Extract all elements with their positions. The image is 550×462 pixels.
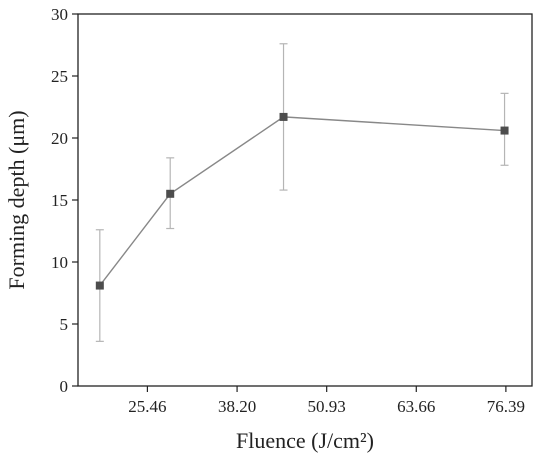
x-axis-title-text: Fluence (J/cm²)	[236, 428, 374, 453]
y-axis-title: Forming depth (μm)	[4, 110, 29, 289]
y-tick-label: 10	[51, 253, 68, 272]
data-point	[166, 189, 175, 198]
error-bars	[95, 43, 509, 342]
x-tick-label: 50.93	[308, 397, 346, 416]
x-tick-label: 76.39	[487, 397, 525, 416]
data-point	[279, 112, 288, 121]
x-tick-label: 38.20	[218, 397, 256, 416]
y-axis-ticks: 0 5 10 15 20 25 30	[51, 5, 78, 396]
x-axis-title: Fluence (J/cm²)	[236, 428, 374, 453]
data-point	[500, 126, 509, 135]
plot-frame	[77, 13, 533, 387]
data-markers	[95, 112, 509, 290]
y-tick-label: 0	[60, 377, 69, 396]
x-axis-ticks: 25.46 38.20 50.93 63.66 76.39	[128, 386, 525, 416]
x-tick-label: 25.46	[128, 397, 166, 416]
y-tick-label: 5	[60, 315, 69, 334]
series-line	[99, 116, 505, 287]
y-tick-label: 25	[51, 67, 68, 86]
y-axis-title-text: Forming depth (μm)	[4, 110, 29, 289]
y-tick-label: 20	[51, 129, 68, 148]
data-point	[95, 281, 104, 290]
y-tick-label: 30	[51, 5, 68, 24]
x-tick-label: 63.66	[397, 397, 435, 416]
y-tick-label: 15	[51, 191, 68, 210]
